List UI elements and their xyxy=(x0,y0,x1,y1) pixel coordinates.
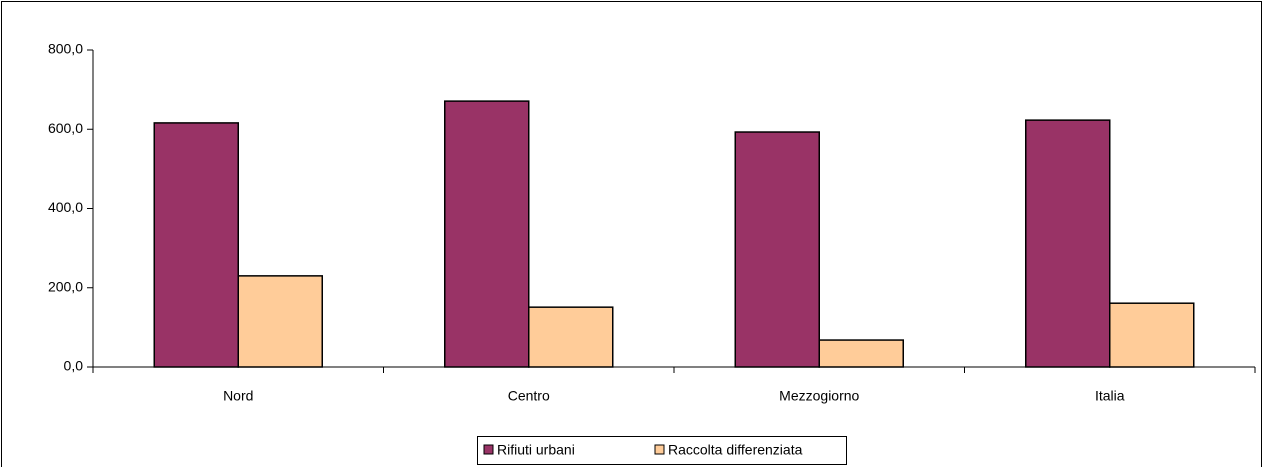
legend-swatch xyxy=(483,444,494,455)
bar xyxy=(237,275,323,368)
bar xyxy=(734,131,820,368)
bar xyxy=(1109,302,1195,368)
bar xyxy=(818,339,904,368)
y-tick-label: 600,0 xyxy=(48,120,83,136)
legend-swatch xyxy=(654,444,665,455)
legend-label: Raccolta differenziata xyxy=(668,442,803,458)
x-tick-label: Italia xyxy=(1095,388,1125,404)
y-tick-label: 800,0 xyxy=(48,41,83,57)
x-tick-label: Centro xyxy=(508,388,550,404)
y-tick-label: 400,0 xyxy=(48,199,83,215)
x-tick-label: Mezzogiorno xyxy=(779,388,859,404)
y-tick-label: 0,0 xyxy=(64,358,84,374)
x-tick-label: Nord xyxy=(223,388,253,404)
bar xyxy=(444,100,530,368)
y-tick-label: 200,0 xyxy=(48,278,83,294)
bar xyxy=(1025,119,1111,368)
bar xyxy=(528,306,614,368)
legend-label: Rifiuti urbani xyxy=(497,442,575,458)
bar xyxy=(153,122,239,368)
